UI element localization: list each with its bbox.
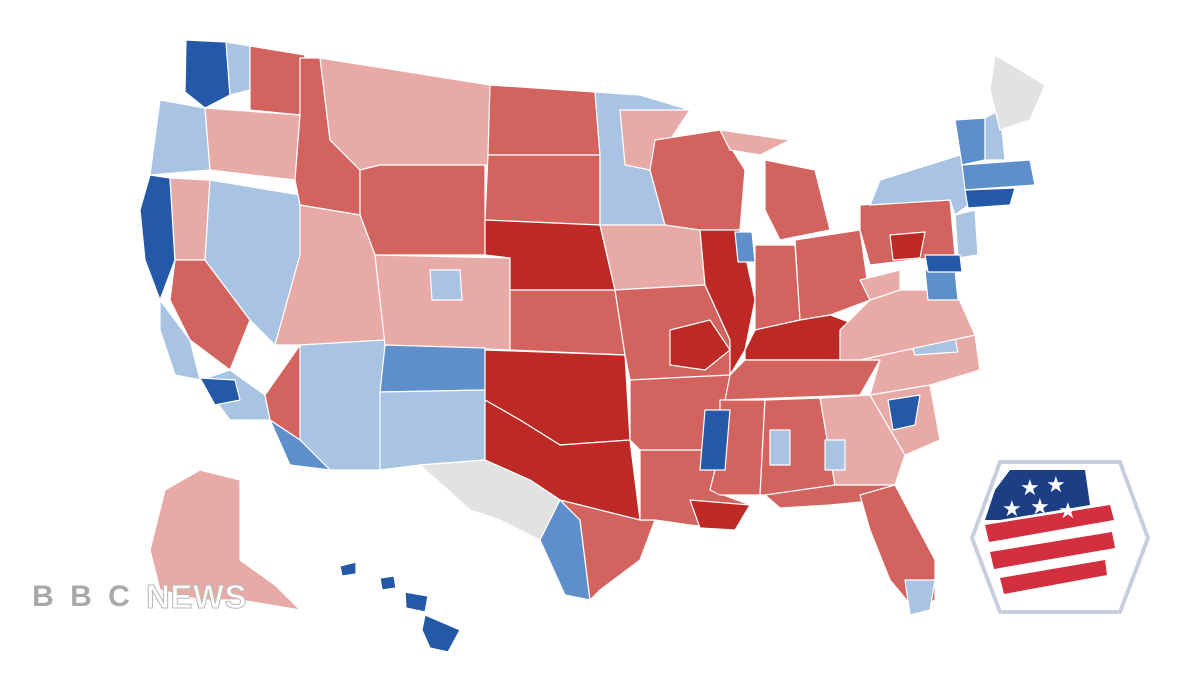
district-mo-east	[669, 319, 731, 371]
district-co	[374, 254, 511, 351]
district-mi-up	[719, 129, 791, 156]
district-co-denver	[429, 269, 463, 301]
bbc-logo-block-c: C	[102, 580, 136, 614]
svg-text:★: ★	[1030, 495, 1050, 520]
district-or-coast	[149, 99, 211, 176]
district-sd	[484, 154, 601, 226]
district-ca-coast-north	[139, 174, 176, 301]
hawaii	[339, 561, 461, 653]
district-nd	[487, 84, 601, 156]
district-sc-6	[887, 394, 921, 431]
district-nm-south	[379, 389, 486, 471]
district-ca-north-inland	[169, 177, 211, 261]
bbc-logo-block-b1: B	[26, 580, 60, 614]
district-wa-east	[249, 45, 306, 116]
district-al-bb	[769, 429, 791, 466]
district-wa-mid	[225, 41, 251, 96]
district-or-east	[204, 107, 301, 181]
district-ks	[509, 289, 626, 356]
alaska	[149, 469, 301, 611]
us-flag-hexagon-icon: ★ ★ ★ ★ ★	[969, 460, 1151, 614]
district-mt	[319, 57, 491, 171]
svg-text:★: ★	[1058, 499, 1078, 524]
district-ma	[961, 159, 1036, 191]
district-ga-atl	[824, 439, 846, 471]
district-me	[989, 54, 1046, 131]
district-il-chicago	[734, 231, 756, 263]
district-hi-big	[421, 614, 461, 653]
district-ms-delta	[699, 409, 731, 471]
district-fl-south	[904, 579, 936, 616]
district-ak	[149, 469, 301, 611]
bbc-logo-news-word: NEWS	[146, 578, 248, 616]
contiguous-us	[139, 39, 1046, 616]
svg-text:★: ★	[1020, 476, 1040, 501]
district-pa-center	[889, 231, 926, 261]
svg-text:★: ★	[1002, 497, 1022, 522]
district-wa-west	[184, 39, 231, 109]
district-ct-ri	[964, 187, 1016, 209]
district-az-west	[264, 344, 301, 441]
bbc-news-logo: B B C NEWS	[26, 578, 247, 616]
district-in	[754, 244, 801, 331]
district-ia	[599, 224, 706, 291]
district-ca-coast-central	[159, 299, 201, 381]
district-tn	[724, 359, 881, 401]
district-wy	[359, 164, 486, 256]
district-nm-north	[379, 344, 486, 393]
district-hi-oahu	[379, 575, 397, 591]
bbc-logo-block-b2: B	[64, 580, 98, 614]
district-mi	[764, 159, 831, 241]
district-nj	[954, 209, 979, 259]
svg-text:★: ★	[1046, 473, 1066, 498]
district-hi-kauai	[339, 561, 357, 577]
district-va-north	[924, 269, 959, 301]
district-la-south	[689, 499, 751, 531]
district-ca-la	[199, 377, 241, 406]
district-wv	[859, 269, 901, 301]
district-oh	[794, 229, 871, 321]
district-hi-maui	[404, 591, 429, 613]
district-md	[924, 254, 963, 273]
district-az-south	[269, 419, 331, 471]
